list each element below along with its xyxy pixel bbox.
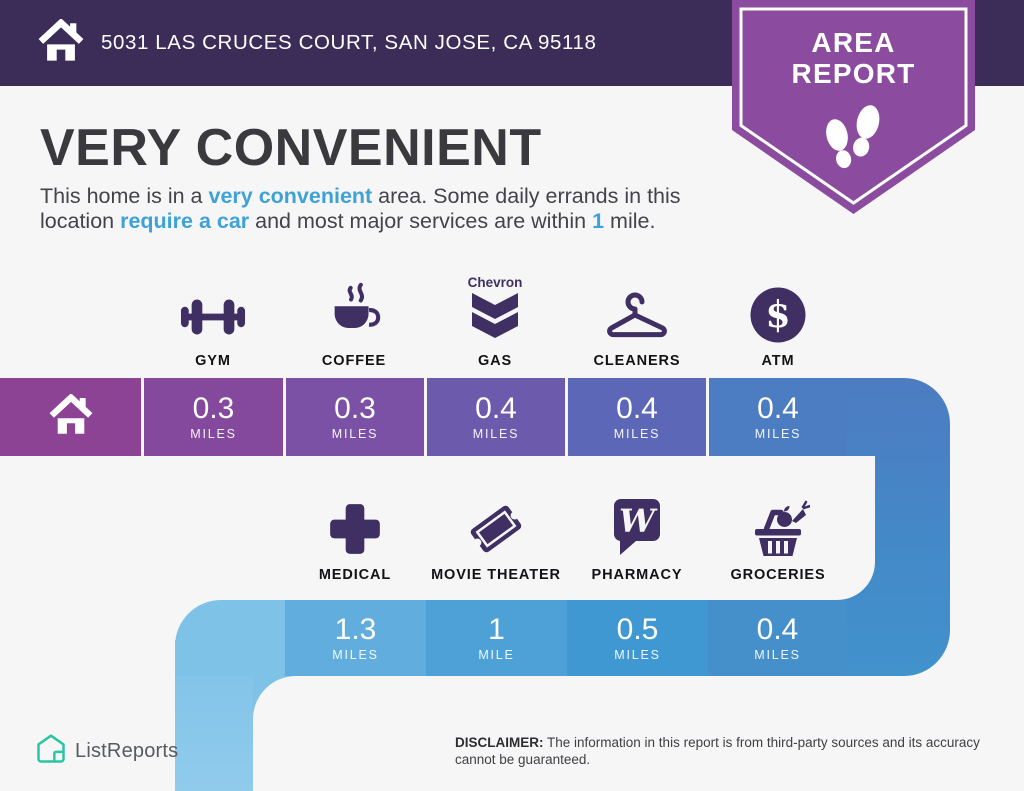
chevron-logo-text: Chevron bbox=[468, 275, 523, 290]
distance-value: 0.4 bbox=[475, 391, 517, 425]
poi-label: GROCERIES bbox=[730, 567, 826, 583]
poi-label: GAS bbox=[477, 353, 513, 369]
home-distance-origin-cell bbox=[0, 378, 141, 456]
distance-cell-cleaners: 0.4 MILES bbox=[568, 378, 706, 456]
distance-cell-pharmacy: 0.5 MILES bbox=[567, 600, 708, 676]
row2-icons-panel bbox=[0, 456, 875, 600]
ribbon-shield bbox=[732, 0, 975, 214]
poi-cleaners: CLEANERS bbox=[557, 262, 717, 369]
walgreens-logo-icon: W bbox=[547, 468, 727, 558]
distance-cell-gym: 0.3 MILES bbox=[144, 378, 283, 456]
distance-unit: MILES bbox=[754, 426, 802, 441]
poi-movie-theater: MOVIE THEATER bbox=[406, 468, 586, 583]
desc-text: mile. bbox=[604, 208, 656, 233]
home-icon bbox=[49, 392, 93, 441]
distance-value: 0.4 bbox=[757, 391, 799, 425]
distance-unit: MILES bbox=[190, 426, 237, 441]
listreports-icon bbox=[36, 733, 66, 770]
page-title: VERY CONVENIENT bbox=[40, 119, 542, 177]
grocery-basket-icon bbox=[688, 468, 868, 558]
poi-label: MOVIE THEATER bbox=[431, 567, 561, 583]
medical-cross-icon bbox=[265, 468, 445, 558]
poi-groceries: GROCERIES bbox=[688, 468, 868, 583]
distance-unit: MILES bbox=[332, 647, 379, 662]
distance-unit: MILES bbox=[754, 647, 801, 662]
desc-highlight-3: 1 bbox=[592, 208, 605, 233]
desc-text: area. Some daily errands in this locatio… bbox=[40, 184, 681, 233]
distance-value: 0.4 bbox=[756, 612, 799, 646]
poi-label: CLEANERS bbox=[593, 353, 681, 369]
brand-name: ListReports bbox=[75, 740, 179, 762]
ticket-icon bbox=[406, 468, 586, 558]
poi-label: GYM bbox=[195, 353, 231, 369]
home-icon bbox=[38, 17, 84, 68]
description: This home is in a very convenient area. … bbox=[40, 184, 735, 233]
distance-value: 1.3 bbox=[334, 612, 377, 646]
disclaimer: DISCLAIMER: The information in this repo… bbox=[455, 734, 1000, 768]
poi-label: COFFEE bbox=[321, 353, 387, 369]
distance-cell-movie-theater: 1 MILE bbox=[426, 600, 567, 676]
desc-text: and most major services are within bbox=[249, 208, 593, 233]
property-address: 5031 LAS CRUCES COURT, SAN JOSE, CA 9511… bbox=[101, 31, 597, 54]
chevron-gas-logo-icon: Chevron bbox=[415, 262, 575, 344]
distance-unit: MILES bbox=[472, 426, 520, 441]
poi-label: MEDICAL bbox=[318, 567, 392, 583]
disclaimer-text: The information in this report is from t… bbox=[455, 735, 980, 767]
distance-value: 0.3 bbox=[334, 391, 376, 425]
walgreens-w-text: W bbox=[619, 502, 658, 540]
ribbon-title: AREA REPORT bbox=[732, 27, 975, 89]
distance-unit: MILES bbox=[614, 647, 661, 662]
distance-value: 0.5 bbox=[616, 612, 659, 646]
desc-highlight-2: require a car bbox=[120, 208, 250, 233]
hanger-icon bbox=[557, 262, 717, 344]
poi-label: ATM bbox=[761, 353, 795, 369]
area-report-ribbon: AREA REPORT bbox=[732, 0, 975, 216]
ribbon-line2: REPORT bbox=[791, 58, 916, 89]
distance-unit: MILE bbox=[478, 647, 515, 662]
distance-cell-coffee: 0.3 MILES bbox=[286, 378, 424, 456]
distance-cell-medical: 1.3 MILES bbox=[285, 600, 426, 676]
listreports-logo: ListReports bbox=[36, 733, 178, 770]
coffee-cup-icon bbox=[274, 262, 434, 344]
poi-atm: $ ATM bbox=[698, 262, 858, 369]
poi-gym: GYM bbox=[133, 262, 293, 369]
poi-gas: Chevron GAS bbox=[415, 262, 575, 369]
distance-value: 1 bbox=[488, 612, 505, 646]
poi-coffee: COFFEE bbox=[274, 262, 434, 369]
footprints-icon bbox=[818, 95, 888, 195]
distance-path-start-segment bbox=[175, 600, 285, 676]
ribbon-line1: AREA bbox=[811, 27, 896, 58]
desc-text: This home is in a bbox=[40, 184, 209, 208]
dollar-circle-icon: $ bbox=[698, 262, 858, 344]
disclaimer-label: DISCLAIMER: bbox=[455, 735, 544, 750]
dollar-symbol: $ bbox=[765, 294, 790, 336]
poi-medical: MEDICAL bbox=[265, 468, 445, 583]
distance-unit: MILES bbox=[331, 426, 379, 441]
distance-cell-atm: 0.4 MILES bbox=[709, 378, 847, 456]
desc-highlight-1: very convenient bbox=[208, 184, 373, 208]
poi-pharmacy: W PHARMACY bbox=[547, 468, 727, 583]
distance-value: 0.4 bbox=[616, 391, 658, 425]
poi-label: PHARMACY bbox=[591, 567, 683, 583]
distance-value: 0.3 bbox=[192, 391, 235, 425]
distance-cell-groceries: 0.4 MILES bbox=[708, 600, 847, 676]
distance-unit: MILES bbox=[613, 426, 661, 441]
dumbbell-icon bbox=[133, 262, 293, 344]
distance-cell-gas: 0.4 MILES bbox=[427, 378, 565, 456]
